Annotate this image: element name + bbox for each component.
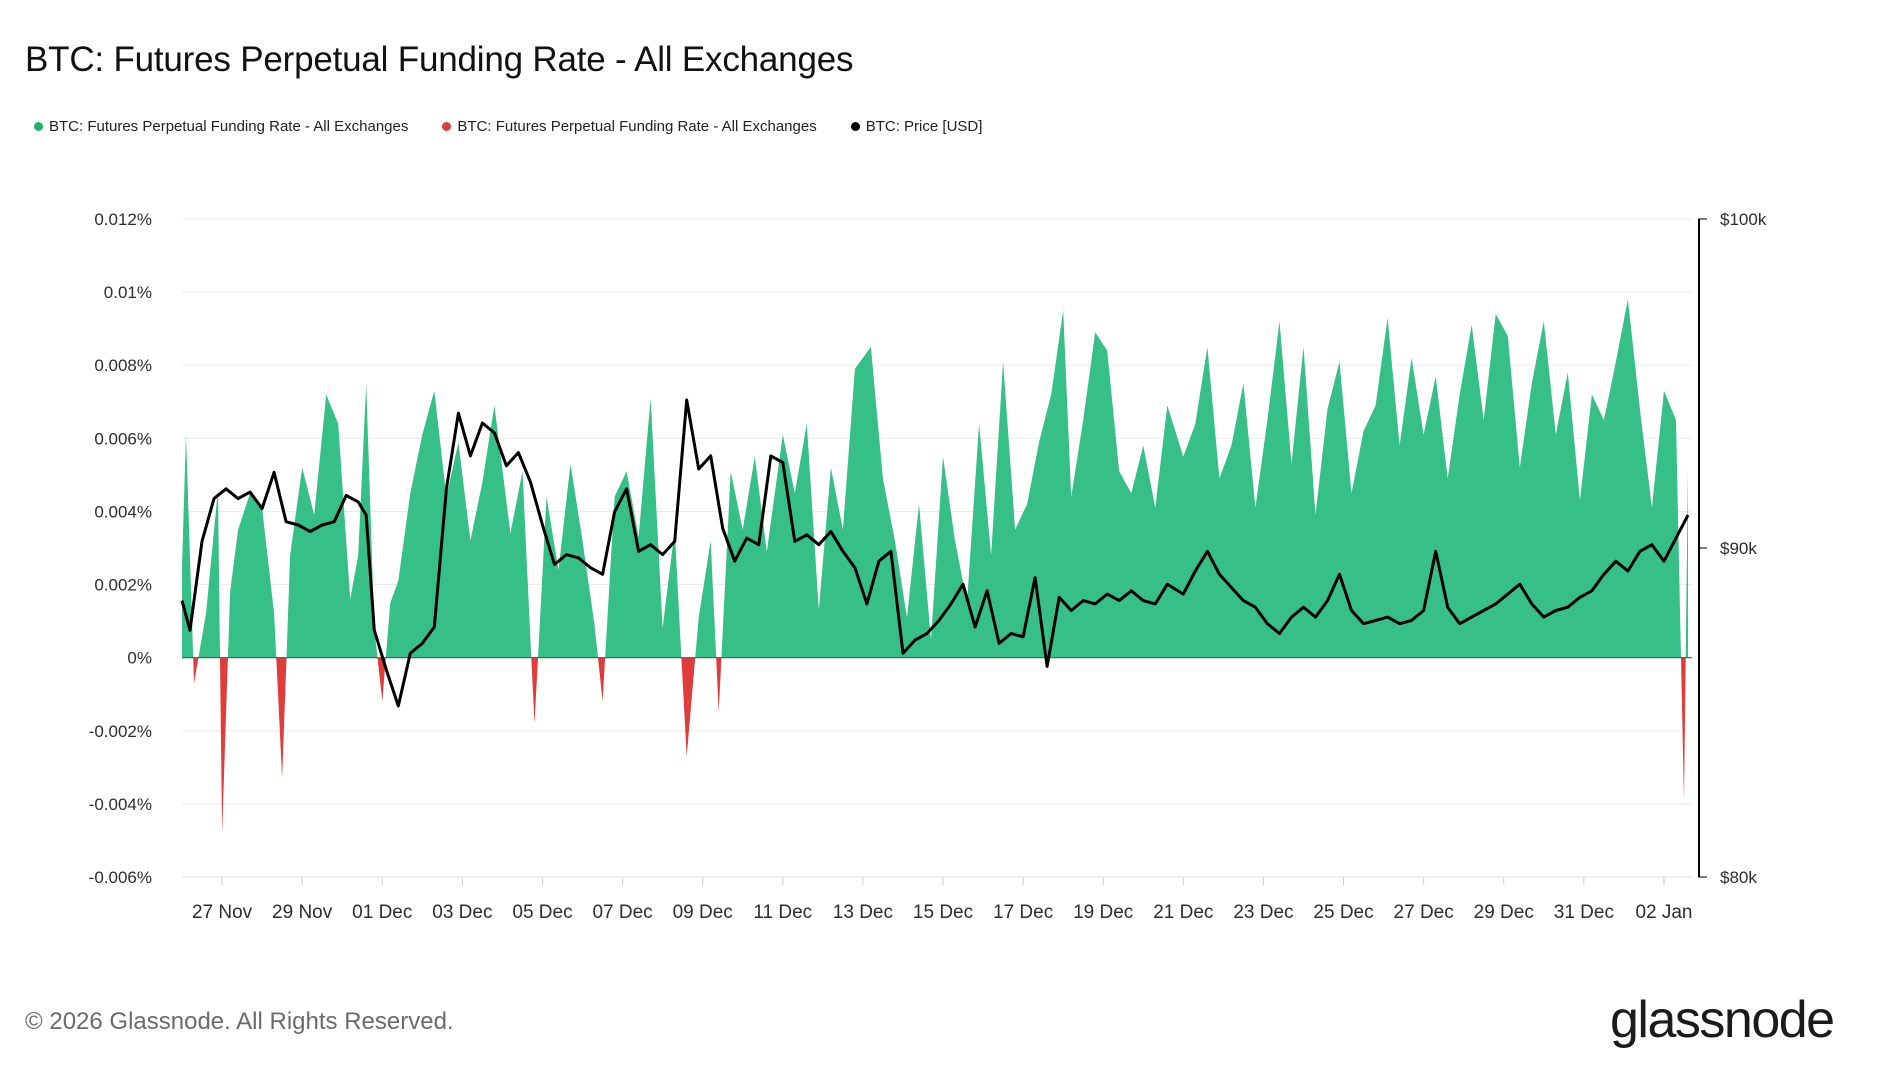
legend-label: BTC: Futures Perpetual Funding Rate - Al… bbox=[457, 118, 817, 135]
chart-legend: BTC: Futures Perpetual Funding Rate - Al… bbox=[34, 118, 982, 135]
x-tick-label: 29 Dec bbox=[1474, 902, 1534, 923]
y-left-tick-label: -0.004% bbox=[89, 795, 152, 814]
y-left-tick-label: 0.004% bbox=[94, 502, 152, 521]
x-tick-label: 21 Dec bbox=[1153, 902, 1213, 923]
copyright-text: © 2026 Glassnode. All Rights Reserved. bbox=[25, 1008, 454, 1035]
funding-positive-area bbox=[182, 299, 1688, 658]
x-tick-label: 02 Jan bbox=[1635, 902, 1692, 923]
x-tick-label: 23 Dec bbox=[1233, 902, 1293, 923]
legend-dot-green-icon bbox=[34, 122, 43, 131]
legend-dot-red-icon bbox=[442, 122, 452, 131]
x-tick-label: 31 Dec bbox=[1554, 902, 1614, 923]
x-tick-label: 25 Dec bbox=[1313, 902, 1373, 923]
x-tick-label: 27 Nov bbox=[192, 902, 253, 923]
legend-label: BTC: Price [USD] bbox=[865, 118, 983, 135]
y-left-tick-label: 0.012% bbox=[94, 210, 152, 229]
x-tick-label: 17 Dec bbox=[993, 902, 1053, 923]
glassnode-logo[interactable]: glassnode bbox=[1610, 991, 1835, 1049]
y-left-tick-label: 0.01% bbox=[104, 283, 152, 302]
x-tick-label: 29 Nov bbox=[272, 902, 333, 923]
chart-title: BTC: Futures Perpetual Funding Rate - Al… bbox=[25, 40, 854, 79]
funding-area-layer bbox=[182, 299, 1692, 834]
legend-item-price[interactable]: BTC: Price [USD] bbox=[850, 118, 983, 135]
x-tick-label: 05 Dec bbox=[512, 902, 572, 923]
price-line bbox=[180, 398, 1690, 708]
y-left-tick-label: 0.006% bbox=[94, 429, 152, 448]
y-left-tick-label: 0% bbox=[127, 649, 152, 668]
x-tick-label: 01 Dec bbox=[352, 902, 412, 923]
y-right-tick-label: $90k bbox=[1720, 539, 1757, 558]
funding-negative-area bbox=[182, 657, 1688, 834]
x-tick-label: 27 Dec bbox=[1394, 902, 1454, 923]
x-tick-label: 11 Dec bbox=[753, 902, 812, 923]
x-tick-label: 19 Dec bbox=[1073, 902, 1133, 923]
y-left-tick-label: -0.006% bbox=[89, 868, 152, 887]
legend-item-funding-positive[interactable]: BTC: Futures Perpetual Funding Rate - Al… bbox=[34, 118, 408, 135]
y-left-tick-label: 0.008% bbox=[94, 356, 152, 375]
x-tick-label: 03 Dec bbox=[432, 902, 492, 923]
price-line-layer bbox=[180, 398, 1690, 708]
x-tick-label: 09 Dec bbox=[673, 902, 733, 923]
y-right-tick-label: $80k bbox=[1720, 868, 1757, 887]
x-tick-label: 13 Dec bbox=[833, 902, 893, 923]
y-left-tick-label: 0.002% bbox=[94, 576, 152, 595]
legend-item-funding-negative[interactable]: BTC: Futures Perpetual Funding Rate - Al… bbox=[442, 118, 817, 135]
x-tick-label: 15 Dec bbox=[913, 902, 973, 923]
y-left-tick-label: -0.002% bbox=[89, 722, 152, 741]
y-right-tick-label: $100k bbox=[1720, 210, 1767, 229]
legend-dot-black-icon bbox=[850, 122, 860, 131]
legend-label: BTC: Futures Perpetual Funding Rate - Al… bbox=[49, 118, 409, 135]
x-tick-label: 07 Dec bbox=[592, 902, 652, 923]
axis-layer: 0.012% 0.01% 0.008% 0.006% 0.004% 0.002% 0% -0.… bbox=[89, 210, 1767, 923]
